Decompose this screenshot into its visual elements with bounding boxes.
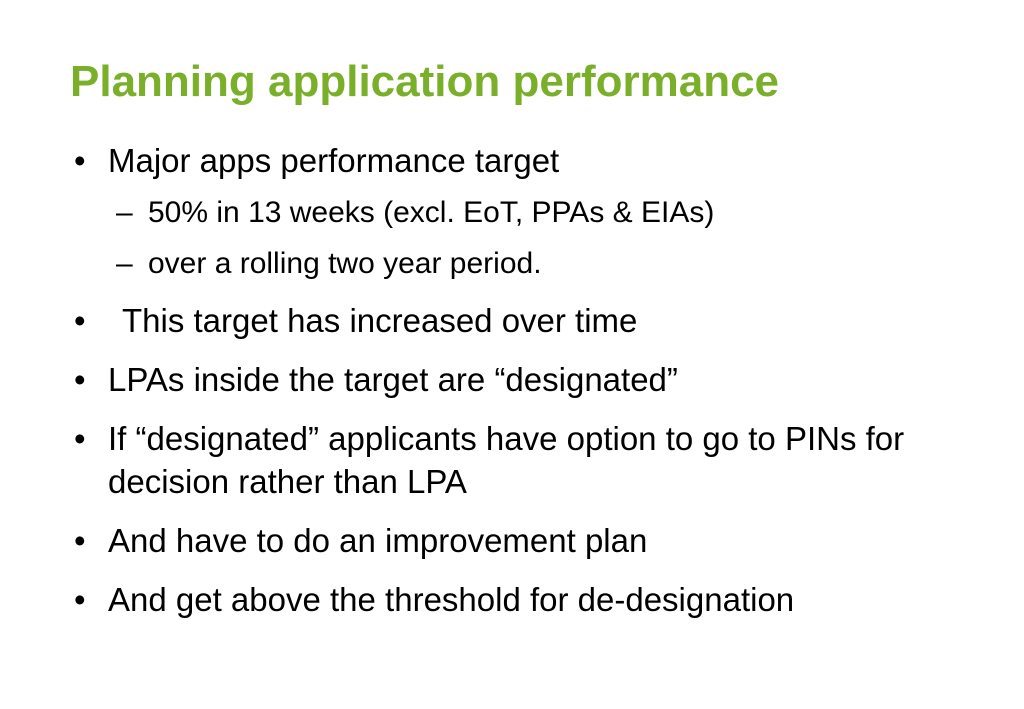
bullet-text: And have to do an improvement plan [108, 522, 647, 559]
bullet-item: And get above the threshold for de-desig… [70, 579, 974, 622]
sub-bullet-item: 50% in 13 weeks (excl. EoT, PPAs & EIAs) [116, 193, 974, 234]
bullet-text: And get above the threshold for de-desig… [108, 581, 794, 618]
slide-title: Planning application performance [70, 58, 974, 106]
bullet-list: Major apps performance target 50% in 13 … [70, 140, 974, 621]
bullet-text: This target has increased over time [122, 302, 637, 339]
bullet-item: And have to do an improvement plan [70, 520, 974, 563]
bullet-text: If “designated” applicants have option t… [108, 420, 904, 500]
sub-bullet-item: over a rolling two year period. [116, 244, 974, 285]
bullet-text: LPAs inside the target are “designated” [108, 361, 678, 398]
bullet-item: LPAs inside the target are “designated” [70, 359, 974, 402]
sub-bullet-list: 50% in 13 weeks (excl. EoT, PPAs & EIAs)… [108, 193, 974, 284]
sub-bullet-text: 50% in 13 weeks (excl. EoT, PPAs & EIAs) [148, 196, 714, 229]
bullet-item: If “designated” applicants have option t… [70, 418, 974, 504]
slide: Planning application performance Major a… [0, 0, 1024, 709]
sub-bullet-text: over a rolling two year period. [148, 247, 542, 280]
bullet-text: Major apps performance target [108, 142, 559, 179]
bullet-item: Major apps performance target 50% in 13 … [70, 140, 974, 284]
bullet-item: This target has increased over time [70, 300, 974, 343]
